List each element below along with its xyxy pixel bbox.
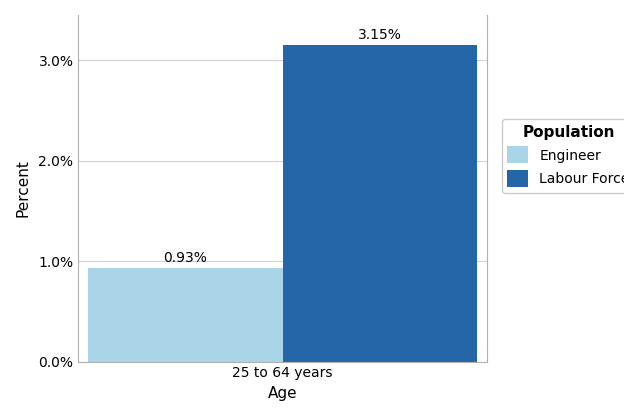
- X-axis label: Age: Age: [268, 386, 297, 401]
- Bar: [88, 268, 283, 362]
- Y-axis label: Percent: Percent: [15, 159, 30, 217]
- Legend: Engineer, Labour Force: Engineer, Labour Force: [502, 119, 624, 193]
- Text: 0.93%: 0.93%: [163, 251, 207, 265]
- Bar: [283, 45, 477, 362]
- Text: 3.15%: 3.15%: [358, 28, 402, 42]
